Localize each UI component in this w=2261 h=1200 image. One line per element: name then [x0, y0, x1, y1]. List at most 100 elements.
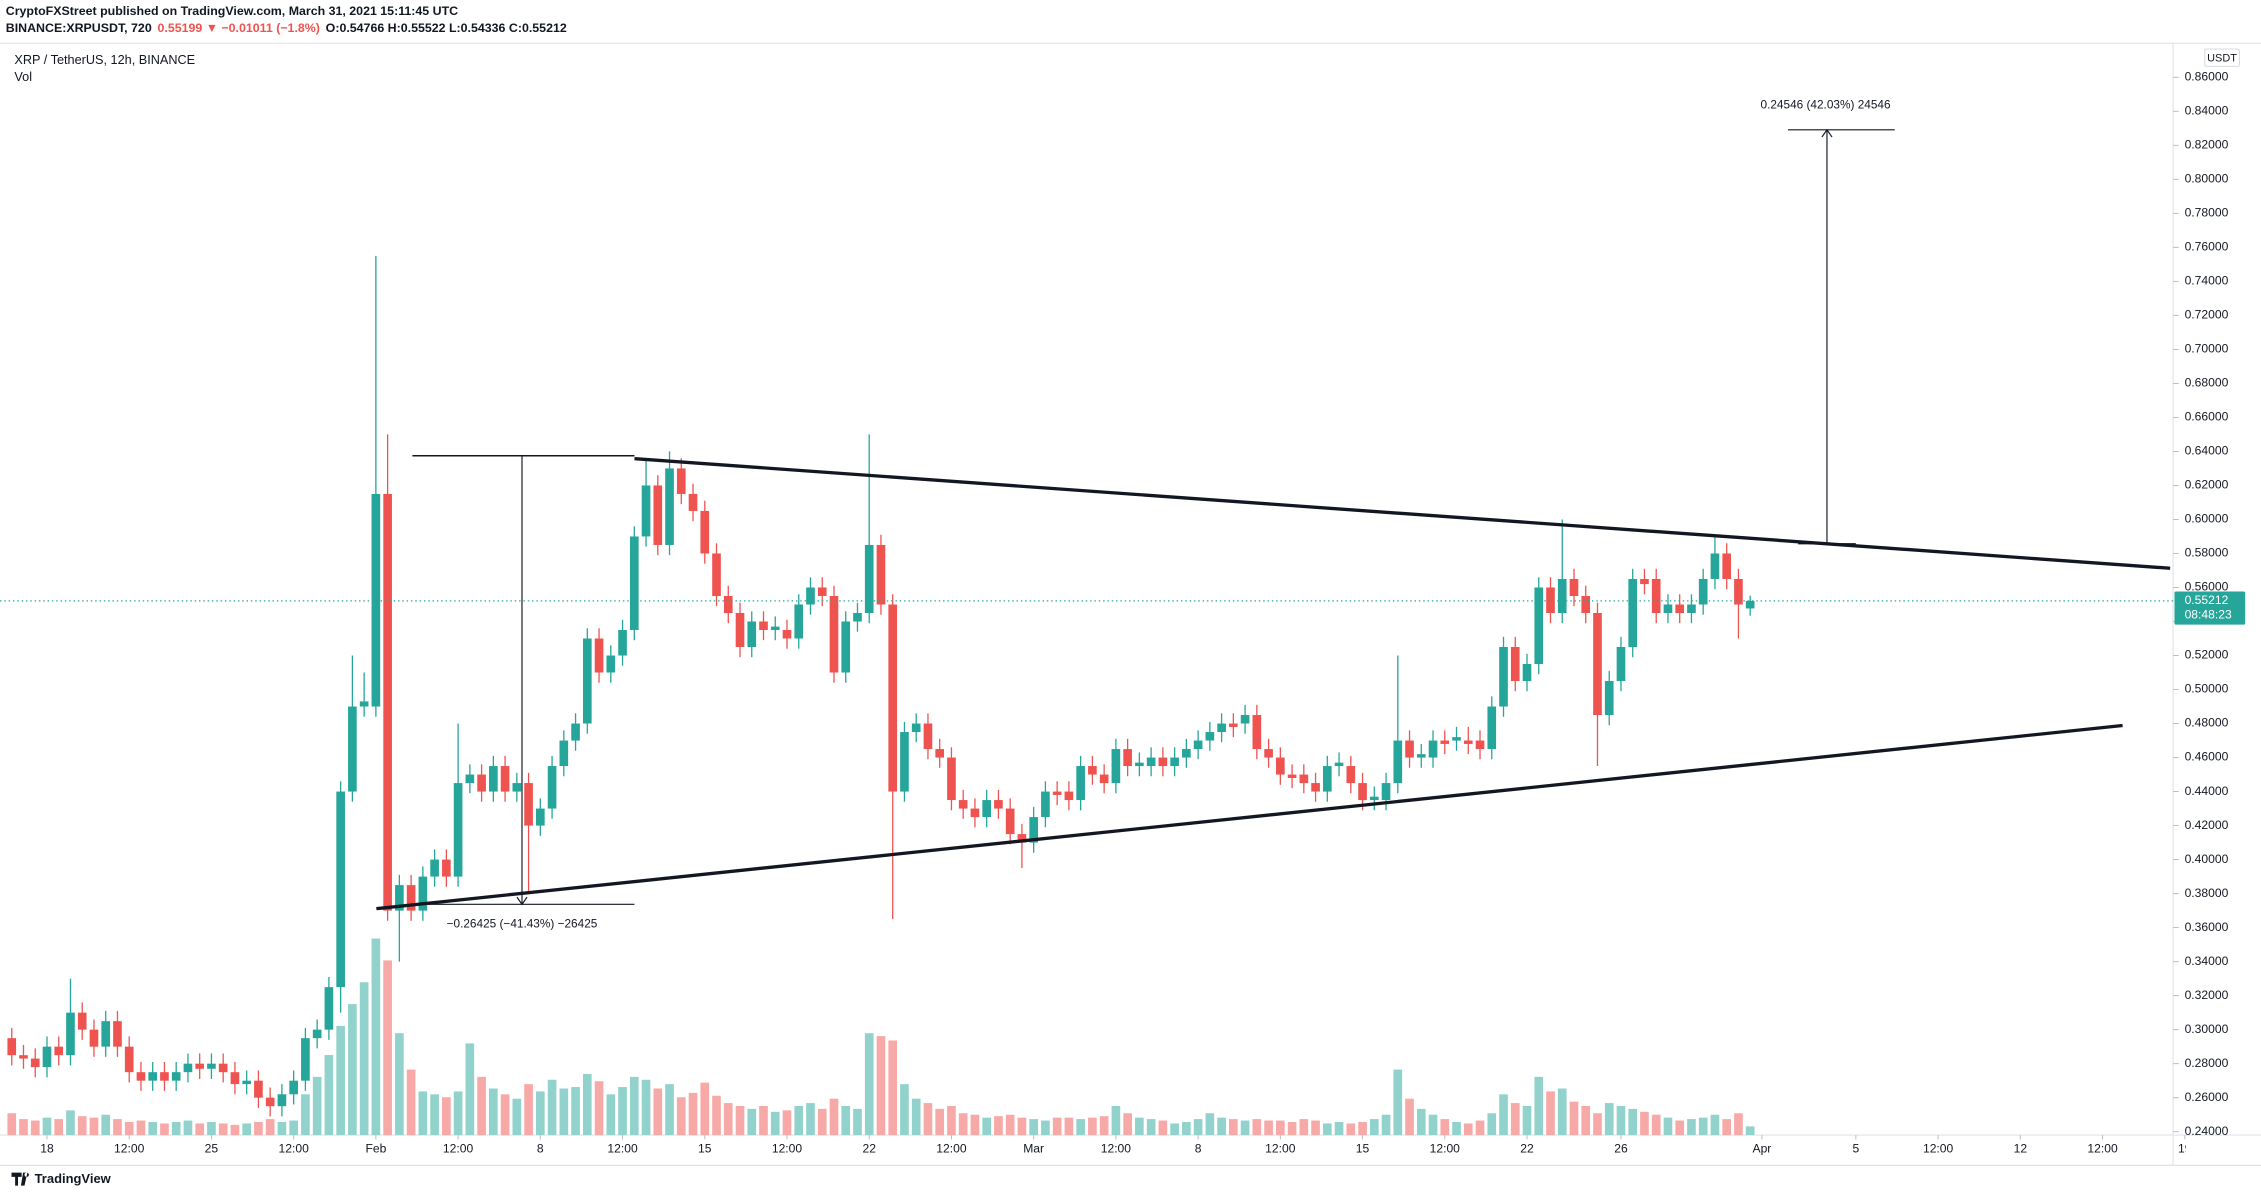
- candle-body: [1487, 706, 1497, 750]
- candle-body: [242, 1080, 251, 1085]
- volume-bar: [1405, 1098, 1414, 1136]
- candle-body: [547, 766, 557, 809]
- volume-bar: [1510, 1103, 1520, 1136]
- volume-bar: [42, 1117, 52, 1136]
- volume-bar: [535, 1091, 545, 1136]
- volume-bar: [371, 938, 381, 1136]
- volume-bar: [30, 1120, 40, 1136]
- candle-body: [1029, 817, 1038, 843]
- x-tick-label: 12:00: [936, 1142, 967, 1156]
- volume-bar: [935, 1108, 945, 1136]
- volume-bar: [500, 1094, 510, 1136]
- axes: 0.86000 0.84000 0.82000 0.80000 0.78000 0.760…: [0, 69, 2246, 1156]
- volume-bar: [453, 1091, 463, 1136]
- volume-bar: [735, 1105, 745, 1136]
- chart-title: XRP / TetherUS, 12h, BINANCE: [14, 53, 195, 67]
- y-tick-label: 0.38000: [2185, 886, 2229, 900]
- y-tick-label: 0.56000: [2185, 580, 2229, 594]
- candle-body: [383, 493, 392, 911]
- candle-body: [1710, 553, 1720, 579]
- volume-bar: [1276, 1120, 1285, 1136]
- volume-bar: [1346, 1123, 1356, 1136]
- candle-body: [853, 612, 862, 622]
- candle-body: [218, 1063, 228, 1073]
- x-tick-label: 12:00: [1923, 1142, 1954, 1156]
- candle-body: [453, 783, 463, 877]
- volume-bar: [1146, 1119, 1156, 1136]
- volume-bar: [1041, 1120, 1050, 1136]
- candle-body: [594, 638, 604, 673]
- volume-bar: [958, 1113, 968, 1136]
- volume-bar: [982, 1117, 992, 1136]
- volume-bar: [1487, 1113, 1497, 1136]
- y-tick-label: 0.48000: [2185, 716, 2229, 730]
- x-tick-label: 12: [2014, 1142, 2028, 1156]
- volume-bar: [1428, 1114, 1438, 1136]
- candle-body: [1534, 587, 1544, 665]
- x-tick-label: 12:00: [278, 1142, 309, 1156]
- candle-body: [571, 723, 580, 741]
- candle-body: [735, 612, 745, 648]
- volume-bar: [1205, 1113, 1215, 1136]
- candle-body: [1722, 553, 1732, 579]
- x-tick-label: 25: [205, 1142, 219, 1156]
- x-tick-label: 8: [1195, 1142, 1202, 1156]
- x-tick-label: 12:00: [607, 1142, 638, 1156]
- volume-bar: [1698, 1117, 1708, 1136]
- unit-box: [2204, 48, 2240, 67]
- volume-bar: [688, 1092, 698, 1136]
- volume-bar: [1029, 1119, 1038, 1136]
- volume-bar: [1240, 1120, 1250, 1136]
- volume-bar: [841, 1105, 851, 1136]
- volume-bar: [1581, 1105, 1591, 1136]
- arrow-head: [1821, 128, 1833, 138]
- volume-bar: [1651, 1114, 1661, 1136]
- y-tick-label: 0.44000: [2185, 784, 2229, 798]
- volume-bar: [207, 1121, 216, 1136]
- volume-bar: [606, 1094, 616, 1136]
- volume-bar: [1675, 1120, 1685, 1136]
- candle-body: [301, 1038, 310, 1081]
- volume-bar: [759, 1105, 768, 1136]
- candle-body: [1393, 740, 1403, 784]
- x-tick-label: 12:00: [443, 1142, 474, 1156]
- candle-body: [1616, 647, 1626, 682]
- symbol-line: BINANCE:XRPUSDT, 720 0.55199 ▼ −0.01011 (…: [6, 21, 567, 35]
- volume-bar: [512, 1098, 522, 1136]
- volume-bar: [1569, 1101, 1579, 1136]
- candle-body: [665, 468, 674, 545]
- candle-body: [1088, 766, 1097, 775]
- candle-body: [1698, 578, 1708, 605]
- y-tick-label: 0.78000: [2185, 206, 2229, 220]
- volume-bar: [336, 1025, 345, 1136]
- y-tick-label: 0.46000: [2185, 750, 2229, 764]
- candle-body: [606, 655, 616, 673]
- candle-body: [723, 595, 733, 613]
- volume-bar: [594, 1081, 604, 1136]
- volume-bar: [54, 1119, 64, 1136]
- brand: TradingView: [35, 1171, 112, 1186]
- y-tick-label: 0.58000: [2185, 546, 2229, 560]
- candle-body: [1076, 766, 1085, 801]
- candle-body: [864, 544, 874, 613]
- candle-body: [289, 1080, 298, 1095]
- volume-bar: [1604, 1103, 1614, 1136]
- x-tick-label: Apr: [1752, 1142, 1771, 1156]
- volume-bar: [994, 1116, 1003, 1136]
- candle-body: [136, 1072, 146, 1081]
- candle-body: [348, 706, 357, 792]
- unit-label: USDT: [2207, 52, 2237, 64]
- candle-body: [277, 1094, 287, 1107]
- candle-body: [888, 604, 898, 792]
- candle-body: [77, 1012, 87, 1030]
- candle-body: [817, 587, 827, 596]
- volume-bar: [1334, 1121, 1344, 1136]
- volume-bar: [876, 1036, 886, 1136]
- volume-bar: [888, 1040, 898, 1136]
- candle-body: [1358, 783, 1367, 801]
- x-tick-label: 12:00: [2087, 1142, 2118, 1156]
- volume-bar: [160, 1123, 169, 1136]
- candle-body: [1170, 757, 1179, 767]
- candle-body: [500, 766, 510, 792]
- candle-body: [312, 1029, 322, 1039]
